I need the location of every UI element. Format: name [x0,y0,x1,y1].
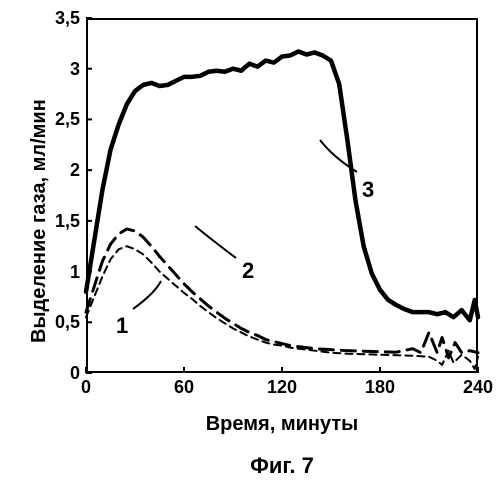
y-tick-label: 1,5 [55,211,80,232]
series-label-2: 2 [242,258,254,284]
figure-7: Выделение газа, мл/мин Время, минуты Фиг… [0,0,504,500]
y-tick-label: 1 [70,262,80,283]
y-tick-label: 2,5 [55,109,80,130]
x-tick-label: 0 [66,377,106,398]
series-label-3: 3 [362,177,374,203]
x-tick-label: 180 [360,377,400,398]
x-tick-label: 60 [164,377,204,398]
series-s3 [86,51,478,320]
y-tick-label: 3,5 [55,8,80,29]
y-tick-label: 3 [70,59,80,80]
x-tick-label: 120 [262,377,302,398]
x-axis-title: Время, минуты [86,413,478,436]
y-tick-label: 0,5 [55,312,80,333]
series-s2 [86,229,478,358]
series-leader [195,226,236,258]
series-label-1: 1 [116,313,128,339]
y-tick-label: 2 [70,160,80,181]
series-leader [133,281,161,309]
x-tick-label: 240 [458,377,498,398]
figure-caption: Фиг. 7 [86,453,478,479]
y-axis-title: Выделение газа, мл/мин [28,99,51,343]
